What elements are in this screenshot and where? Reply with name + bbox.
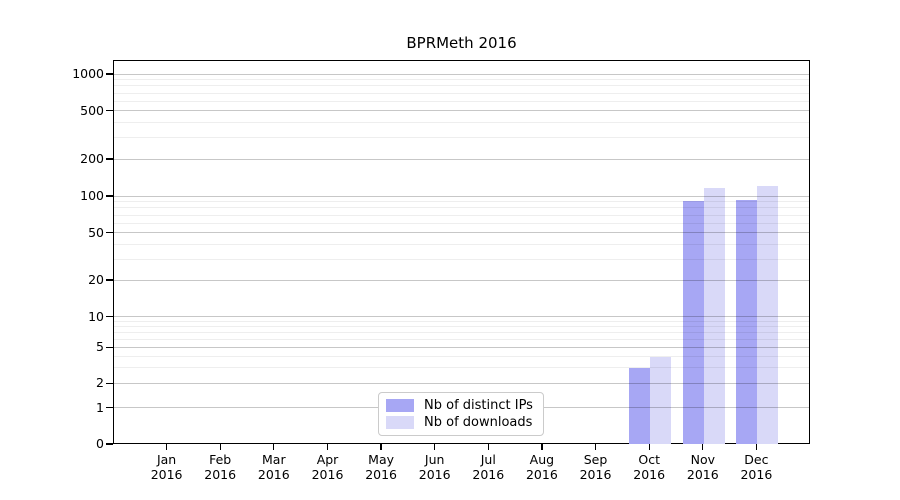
chart-title: BPRMeth 2016 — [406, 34, 517, 52]
legend-item-downloads: Nb of downloads — [379, 415, 543, 430]
x-tick-mark — [702, 444, 704, 450]
y-tick-label: 5 — [96, 339, 104, 355]
y-gridline-minor — [114, 79, 809, 81]
plot-area — [113, 60, 810, 444]
y-tick-mark — [106, 232, 113, 234]
y-gridline-minor — [114, 243, 809, 245]
y-gridline-major — [114, 316, 809, 318]
y-tick-mark — [106, 443, 113, 445]
x-tick-mark — [165, 444, 168, 450]
y-tick-mark — [106, 382, 113, 384]
x-tick-mark — [541, 444, 543, 450]
y-gridline-major — [114, 279, 809, 281]
y-gridline-major — [114, 110, 809, 112]
bar-distinct-ips — [736, 200, 758, 444]
y-tick-label: 20 — [88, 272, 104, 287]
x-tick-label: Jan 2016 — [150, 452, 183, 482]
x-tick-label: Sep 2016 — [579, 452, 612, 482]
y-tick-label: 2 — [96, 375, 104, 391]
x-tick-label: Aug 2016 — [525, 452, 558, 482]
y-gridline-minor — [114, 222, 809, 224]
x-tick-label: Nov 2016 — [686, 452, 719, 482]
y-tick-label: 500 — [80, 102, 104, 118]
x-tick-label: Oct 2016 — [633, 452, 666, 482]
bar-downloads — [650, 357, 672, 444]
legend-item-distinct-ips: Nb of distinct IPs — [379, 398, 543, 413]
bar-distinct-ips — [629, 368, 651, 444]
x-tick-label: Dec 2016 — [740, 452, 773, 482]
y-gridline-minor — [114, 137, 809, 139]
grid-layer — [114, 61, 809, 443]
x-tick-label: Mar 2016 — [257, 452, 290, 482]
y-gridline-minor — [114, 122, 809, 124]
x-tick-label: Jun 2016 — [418, 452, 451, 482]
legend-label-downloads: Nb of downloads — [424, 415, 533, 431]
bar-downloads — [757, 185, 779, 444]
y-tick-mark — [106, 73, 113, 75]
x-tick-label: Apr 2016 — [311, 452, 344, 482]
y-tick-label: 1000 — [72, 66, 104, 81]
y-gridline-minor — [114, 207, 809, 209]
y-gridline-major — [114, 73, 809, 75]
x-tick-label: May 2016 — [365, 452, 397, 482]
x-tick-mark — [434, 444, 436, 450]
x-tick-mark — [219, 444, 221, 450]
y-tick-label: 1 — [96, 399, 104, 415]
x-tick-mark — [594, 444, 597, 450]
y-tick-label: 100 — [80, 188, 104, 203]
y-tick-mark — [106, 110, 113, 112]
y-gridline-minor — [114, 258, 809, 260]
y-gridline-minor — [114, 85, 809, 87]
y-tick-label: 200 — [80, 151, 104, 166]
y-gridline-major — [114, 382, 809, 384]
x-tick-mark — [648, 444, 650, 450]
y-gridline-minor — [114, 326, 809, 328]
y-tick-mark — [106, 158, 113, 160]
y-tick-mark — [106, 346, 113, 348]
legend-label-distinct-ips: Nb of distinct IPs — [424, 397, 533, 413]
y-gridline-major — [114, 232, 809, 234]
y-tick-mark — [106, 407, 113, 409]
x-tick-mark — [755, 444, 758, 450]
y-gridline-minor — [114, 355, 809, 357]
y-gridline-minor — [114, 92, 809, 94]
y-tick-label: 10 — [88, 308, 104, 324]
y-gridline-major — [114, 158, 809, 160]
legend: Nb of distinct IPs Nb of downloads — [378, 392, 544, 436]
x-tick-mark — [273, 444, 275, 450]
bar-distinct-ips — [682, 200, 704, 444]
bars-layer — [114, 61, 809, 444]
y-gridline-minor — [114, 332, 809, 333]
y-gridline-minor — [114, 201, 809, 203]
bar-downloads — [703, 188, 725, 444]
x-tick-label: Feb 2016 — [204, 452, 237, 482]
y-gridline-major — [114, 346, 809, 348]
y-tick-mark — [106, 279, 113, 281]
y-tick-mark — [106, 195, 113, 197]
y-tick-mark — [106, 316, 113, 318]
y-gridline-minor — [114, 214, 809, 216]
y-gridline-minor — [114, 321, 809, 322]
y-gridline-major — [114, 195, 809, 197]
y-gridline-minor — [114, 367, 809, 368]
y-tick-label: 0 — [96, 436, 104, 451]
distinct-ips-swatch-icon — [386, 398, 414, 412]
downloads-swatch-icon — [386, 416, 414, 430]
x-tick-mark — [326, 444, 329, 450]
y-gridline-minor — [114, 100, 809, 102]
y-gridline-minor — [114, 338, 809, 340]
x-tick-label: Jul 2016 — [472, 452, 505, 482]
x-tick-mark — [487, 444, 489, 450]
y-tick-label: 50 — [88, 224, 104, 240]
x-tick-mark — [380, 444, 382, 450]
